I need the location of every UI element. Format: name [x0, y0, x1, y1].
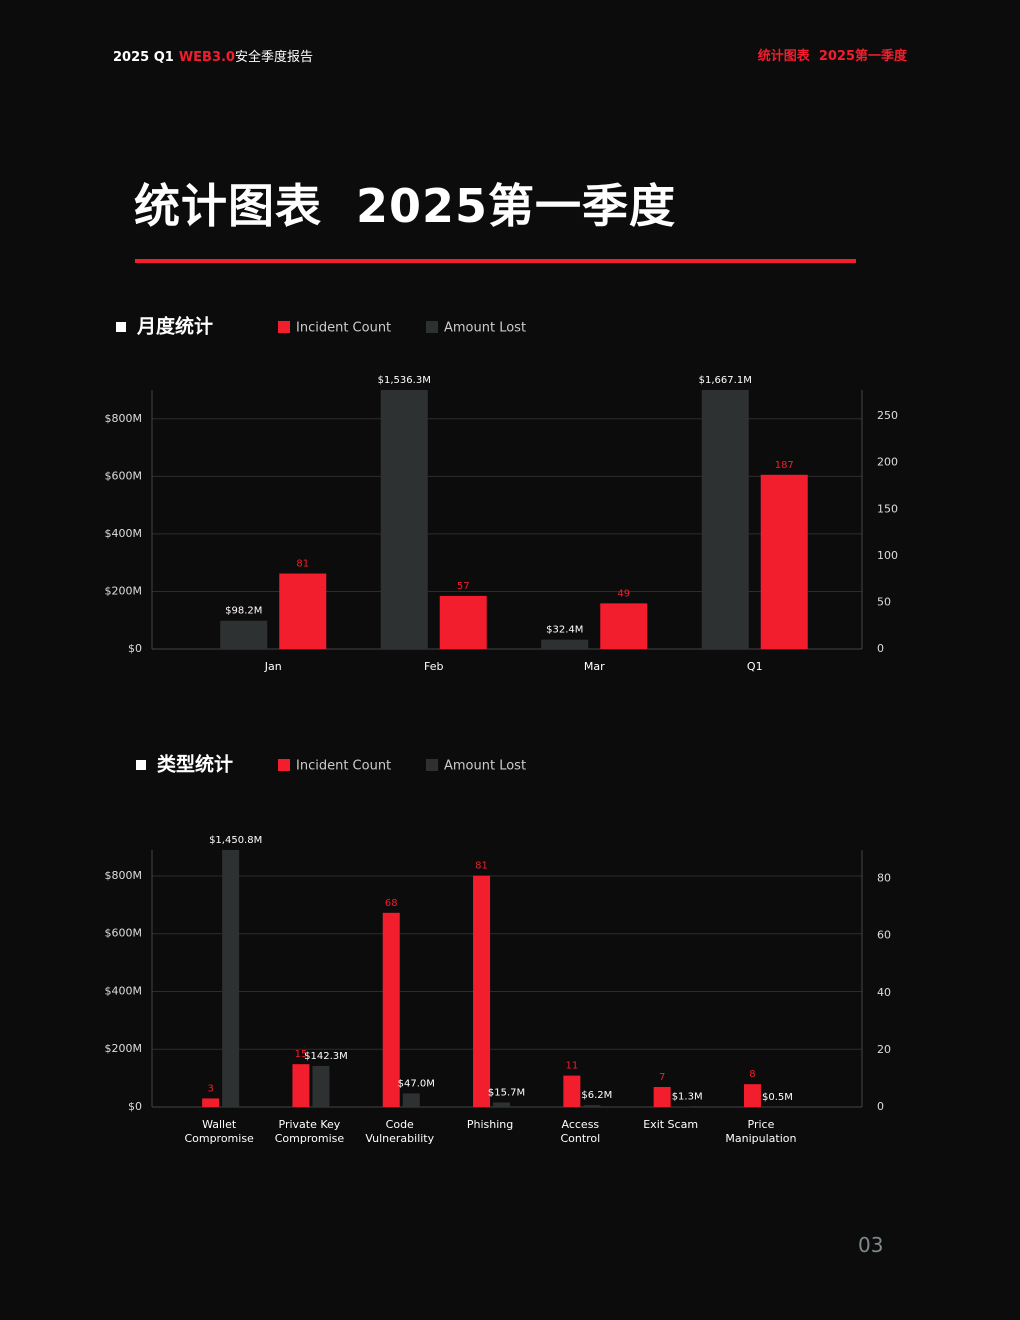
y2-tick-label: 100 — [877, 549, 898, 562]
bar — [382, 912, 400, 1107]
bar — [220, 620, 268, 649]
y2-tick-label: 60 — [877, 929, 891, 942]
header-right: 统计图表 2025第一季度 — [757, 49, 907, 64]
header-suffix: 安全季度报告 — [234, 50, 313, 65]
section-marker — [116, 322, 126, 332]
y2-tick-label: 0 — [877, 1100, 884, 1113]
section-title: 类型统计 — [157, 753, 233, 776]
bar — [760, 474, 808, 649]
y-tick-label: $400M — [105, 527, 143, 540]
x-tick-label: Q1 — [746, 660, 763, 673]
y-tick-label: $400M — [105, 984, 143, 997]
legend-swatch — [426, 321, 438, 333]
x-tick-label: Mar — [583, 660, 605, 673]
y-tick-label: $0 — [128, 1100, 142, 1113]
y-tick-label: $800M — [105, 869, 143, 882]
bar — [312, 1065, 330, 1107]
page-title: 统计图表 2025第一季度 — [134, 179, 677, 233]
y2-tick-label: 80 — [877, 872, 891, 885]
y2-tick-label: 40 — [877, 986, 891, 999]
bar — [292, 1064, 310, 1107]
bars — [220, 390, 808, 649]
bar — [743, 1084, 761, 1107]
y2-tick-label: 0 — [877, 642, 884, 655]
y2-tick-label: 200 — [877, 456, 898, 469]
bar — [493, 1102, 511, 1107]
data-label: $98.2M — [225, 606, 262, 617]
y2-tick-label: 50 — [877, 595, 891, 608]
x-tick-label: Price Manipulation — [725, 1118, 797, 1145]
x-tick-label: Access Control — [560, 1118, 601, 1145]
data-label: $15.7M — [488, 1087, 525, 1098]
bar — [583, 1105, 601, 1107]
data-label: 49 — [617, 588, 630, 599]
data-label: $0.5M — [762, 1092, 793, 1103]
data-label: 57 — [457, 581, 470, 592]
y2-tick-label: 150 — [877, 502, 898, 515]
data-label: $6.2M — [581, 1090, 612, 1101]
header-highlight: WEB3.0 — [178, 50, 235, 65]
x-tick-label: Feb — [424, 660, 444, 673]
data-label: $142.3M — [304, 1051, 348, 1062]
legend-swatch — [426, 759, 438, 771]
bar — [279, 573, 327, 649]
bar — [541, 639, 589, 649]
bar — [202, 1098, 220, 1107]
x-tick-label: Exit Scam — [643, 1118, 699, 1131]
data-label: 68 — [385, 898, 398, 909]
section-title: 月度统计 — [136, 315, 213, 338]
bar — [600, 603, 648, 649]
legend-swatch — [278, 759, 290, 771]
legend-label: Incident Count — [296, 759, 391, 774]
data-label: 7 — [659, 1072, 665, 1083]
legend-swatch — [278, 321, 290, 333]
bar — [701, 390, 749, 649]
y2-tick-label: 20 — [877, 1043, 891, 1056]
data-label: 8 — [749, 1069, 755, 1080]
bars — [202, 850, 781, 1107]
data-label: $32.4M — [546, 625, 583, 636]
data-label: 81 — [475, 861, 488, 872]
data-label: $1.3M — [672, 1092, 703, 1103]
bar — [402, 1093, 420, 1107]
y-tick-label: $600M — [105, 927, 143, 940]
bar — [473, 875, 491, 1107]
data-label: $1,536.3M — [378, 375, 431, 386]
data-label: 3 — [207, 1083, 213, 1094]
x-tick-label: Wallet Compromise — [184, 1118, 254, 1145]
title-rule — [135, 259, 856, 263]
x-tick-label: Code Vulnerability — [365, 1118, 435, 1145]
data-label: 81 — [296, 559, 309, 570]
y-tick-label: $600M — [105, 469, 143, 482]
data-label: $47.0M — [398, 1078, 435, 1089]
header-prefix: 2025 Q1 — [113, 50, 174, 65]
data-label: 187 — [775, 460, 794, 471]
x-tick-label: Private Key Compromise — [274, 1118, 345, 1145]
bar — [563, 1075, 581, 1107]
data-label: 15 — [295, 1049, 308, 1060]
legend-label: Incident Count — [296, 321, 391, 336]
section-marker — [136, 760, 146, 770]
bar — [380, 390, 428, 649]
y-tick-label: $0 — [128, 642, 142, 655]
y2-tick-label: 250 — [877, 409, 898, 422]
bar — [222, 850, 240, 1107]
page-number: 03 — [858, 1233, 884, 1257]
data-label: $1,450.8M — [209, 835, 262, 846]
x-tick-label: Phishing — [466, 1118, 514, 1131]
data-label: $1,667.1M — [699, 375, 752, 386]
y-tick-label: $800M — [105, 412, 143, 425]
x-tick-label: Jan — [264, 660, 282, 673]
bar — [653, 1087, 671, 1107]
data-label: 11 — [565, 1061, 578, 1072]
header-left: 2025 Q1 WEB3.0安全季度报告 — [113, 46, 313, 65]
legend-label: Amount Lost — [444, 321, 526, 336]
bar — [439, 595, 487, 649]
legend-label: Amount Lost — [444, 759, 526, 774]
y-tick-label: $200M — [105, 584, 143, 597]
y-tick-label: $200M — [105, 1042, 143, 1055]
